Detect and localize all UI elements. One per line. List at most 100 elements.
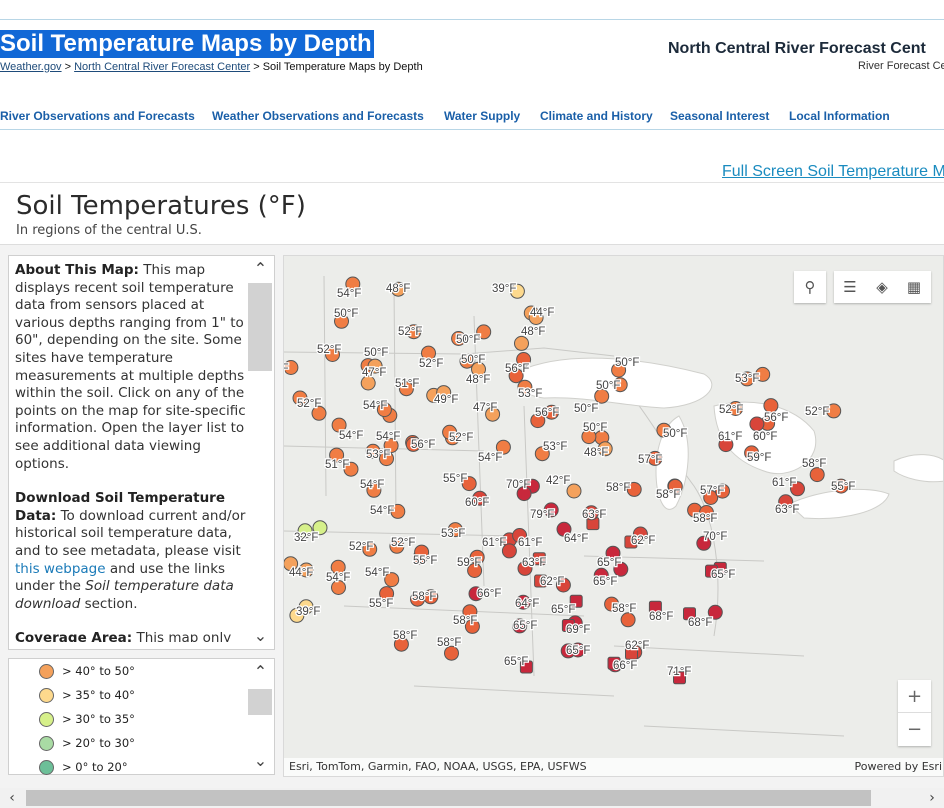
site-marker[interactable] — [330, 559, 346, 575]
site-marker[interactable] — [312, 520, 328, 536]
site-marker[interactable] — [517, 379, 533, 395]
site-marker[interactable] — [495, 439, 511, 455]
map-canvas[interactable]: 54°F 48°F 39°F 50°F 44°F 52°F 48°F 50°F 52°F 50°F… — [284, 256, 944, 777]
site-marker[interactable] — [543, 502, 559, 518]
site-marker[interactable] — [790, 481, 805, 497]
site-marker[interactable] — [625, 646, 638, 660]
nav-seasonal-interest[interactable]: Seasonal Interest — [670, 109, 770, 123]
zoom-in-button[interactable]: + — [898, 680, 931, 713]
site-marker[interactable] — [519, 660, 533, 674]
site-marker[interactable] — [436, 385, 452, 401]
site-marker[interactable] — [292, 390, 308, 406]
site-marker[interactable] — [509, 283, 525, 299]
fullscreen-map-link[interactable]: Full Screen Soil Temperature M — [722, 163, 944, 180]
site-marker[interactable] — [331, 580, 346, 595]
site-marker[interactable] — [833, 478, 849, 494]
site-marker[interactable] — [468, 586, 484, 602]
nav-river-observations[interactable]: River Observations and Forecasts — [0, 109, 195, 123]
site-marker[interactable] — [715, 483, 730, 499]
site-marker[interactable] — [624, 535, 638, 549]
scrollbar-thumb[interactable] — [248, 689, 272, 715]
site-marker[interactable] — [583, 505, 599, 521]
site-marker[interactable] — [284, 556, 299, 572]
site-marker[interactable] — [705, 564, 718, 578]
site-marker[interactable] — [707, 604, 723, 620]
site-marker[interactable] — [379, 586, 395, 602]
site-marker[interactable] — [594, 388, 610, 404]
site-marker[interactable] — [555, 577, 571, 593]
nav-climate-history[interactable]: Climate and History — [540, 109, 653, 123]
site-marker[interactable] — [728, 401, 744, 416]
site-marker[interactable] — [366, 482, 382, 498]
site-marker[interactable] — [311, 405, 327, 421]
site-marker[interactable] — [566, 483, 582, 499]
layers-icon[interactable]: ◈ — [876, 278, 888, 296]
site-marker[interactable] — [345, 276, 361, 292]
site-marker[interactable] — [516, 352, 532, 367]
site-marker[interactable] — [612, 377, 628, 393]
legend-scrollbar[interactable]: ⌃ ⌄ — [247, 659, 274, 774]
basemap-gallery-icon[interactable]: ▦ — [906, 278, 922, 296]
site-marker[interactable] — [656, 422, 672, 438]
site-marker[interactable] — [476, 324, 492, 340]
site-marker[interactable] — [447, 522, 463, 538]
site-marker[interactable] — [613, 561, 629, 577]
site-marker[interactable] — [469, 549, 485, 565]
site-marker[interactable] — [744, 445, 760, 461]
download-webpage-link[interactable]: this webpage — [15, 560, 106, 577]
site-marker[interactable] — [451, 331, 467, 346]
site-marker[interactable] — [516, 486, 532, 502]
search-tool[interactable]: ⚲ — [794, 271, 826, 303]
site-marker[interactable] — [544, 404, 560, 420]
site-marker[interactable] — [560, 643, 576, 659]
scroll-down-icon[interactable]: ⌄ — [253, 751, 268, 770]
site-marker[interactable] — [667, 478, 683, 494]
zoom-out-button[interactable]: − — [906, 719, 923, 740]
site-marker[interactable] — [534, 446, 550, 462]
site-marker[interactable] — [383, 438, 399, 454]
site-marker[interactable] — [512, 618, 528, 634]
site-markers[interactable] — [284, 276, 849, 685]
site-marker[interactable] — [755, 366, 771, 382]
site-marker[interactable] — [517, 560, 533, 576]
breadcrumb-link-weather-gov[interactable]: Weather.gov — [0, 61, 62, 73]
site-marker[interactable] — [393, 636, 409, 652]
site-marker[interactable] — [329, 447, 345, 463]
site-marker[interactable] — [696, 535, 712, 551]
site-marker[interactable] — [532, 552, 546, 566]
site-marker[interactable] — [360, 375, 376, 391]
site-marker[interactable] — [464, 618, 480, 634]
site-marker[interactable] — [444, 645, 459, 661]
site-marker[interactable] — [648, 600, 662, 614]
legend-list-icon[interactable]: ☰ — [843, 278, 857, 296]
description-scrollbar[interactable]: ⌃ ⌄ — [247, 256, 274, 649]
scrollbar-thumb[interactable] — [26, 790, 871, 806]
site-marker[interactable] — [581, 429, 597, 445]
legend-panel[interactable]: > 40° to 50° > 35° to 40° > 30° to 35° >… — [8, 658, 275, 775]
site-marker[interactable] — [406, 324, 422, 340]
site-marker[interactable] — [508, 368, 524, 384]
breadcrumb-link-ncrfc[interactable]: North Central River Forecast Center — [74, 61, 251, 73]
site-marker[interactable] — [284, 360, 299, 375]
site-marker[interactable] — [604, 596, 620, 612]
site-marker[interactable] — [561, 619, 575, 632]
site-marker[interactable] — [389, 538, 405, 554]
site-marker[interactable] — [597, 441, 613, 457]
site-marker[interactable] — [289, 607, 305, 623]
scrollbar-thumb[interactable] — [248, 283, 272, 371]
site-marker[interactable] — [632, 526, 648, 542]
site-marker[interactable] — [461, 476, 477, 492]
site-marker[interactable] — [343, 461, 359, 477]
attribution-sources[interactable]: Esri, TomTom, Garmin, FAO, NOAA, USGS, E… — [289, 760, 587, 773]
site-marker[interactable] — [501, 543, 517, 559]
site-marker[interactable] — [703, 490, 719, 505]
nav-water-supply[interactable]: Water Supply — [444, 109, 521, 123]
site-marker[interactable] — [763, 398, 779, 414]
site-marker[interactable] — [334, 313, 349, 329]
site-marker[interactable] — [626, 481, 642, 497]
site-marker[interactable] — [462, 604, 478, 620]
site-marker[interactable] — [514, 335, 529, 351]
site-marker[interactable] — [530, 413, 546, 429]
site-marker[interactable] — [398, 381, 414, 397]
nav-local-information[interactable]: Local Information — [789, 109, 890, 123]
